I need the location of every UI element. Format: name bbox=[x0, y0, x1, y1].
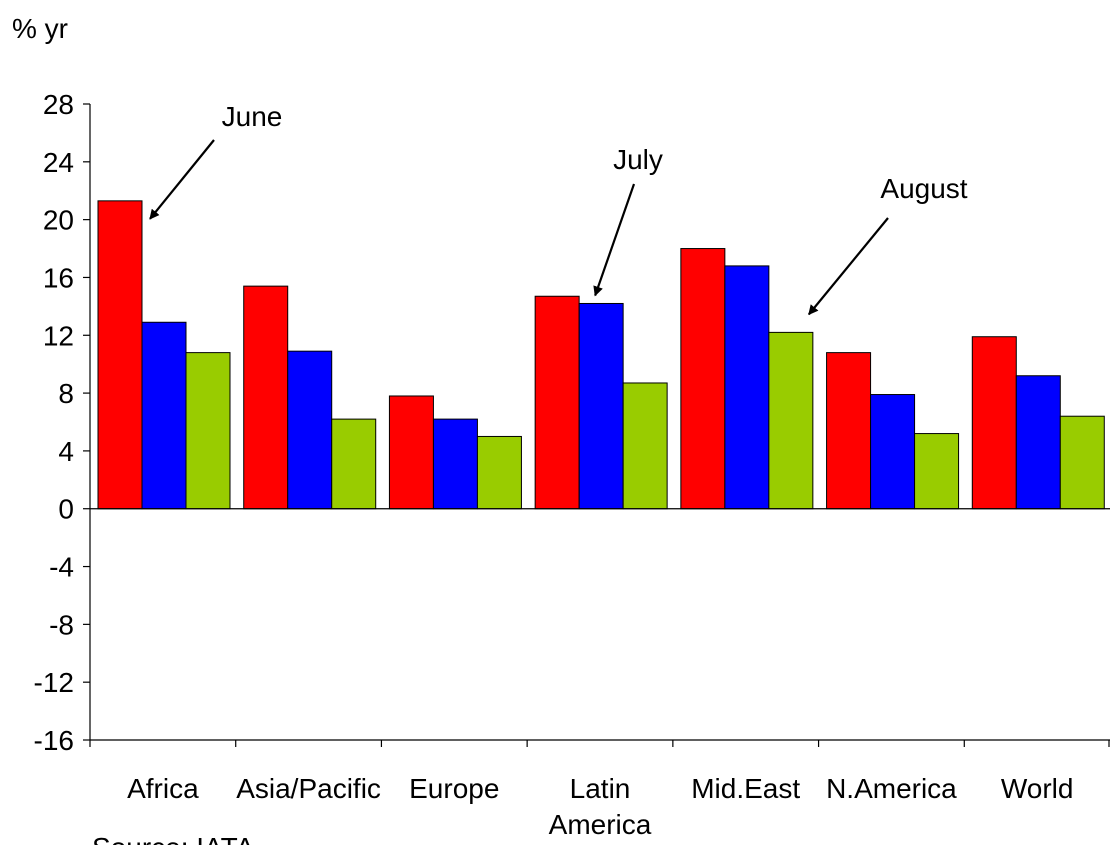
bar-june-3 bbox=[534, 295, 580, 510]
y-tick-label-4: 12 bbox=[43, 320, 74, 351]
bar-july-6 bbox=[1015, 375, 1061, 510]
bar-august-6 bbox=[1059, 415, 1105, 510]
category-label-2: Europe bbox=[409, 773, 499, 804]
category-label-1: Asia/Pacific bbox=[236, 773, 381, 804]
bar-july-2 bbox=[432, 418, 478, 510]
category-label-6: World bbox=[1001, 773, 1074, 804]
y-tick-label-10: -12 bbox=[34, 667, 74, 698]
y-tick-label-7: 0 bbox=[58, 494, 74, 525]
category-label-0: Africa bbox=[127, 773, 199, 804]
y-tick-label-2: 20 bbox=[43, 205, 74, 236]
y-tick-label-9: -8 bbox=[49, 609, 74, 640]
annotation-arrow-august bbox=[808, 217, 889, 316]
annotation-arrow-july bbox=[593, 183, 636, 297]
bar-june-5 bbox=[826, 352, 872, 510]
y-tick-label-6: 4 bbox=[58, 436, 74, 467]
y-tick-label-8: -4 bbox=[49, 552, 74, 583]
annotation-june: June bbox=[222, 101, 283, 132]
y-unit-label: % yr bbox=[12, 13, 68, 44]
annotation-july: July bbox=[613, 144, 663, 175]
annotation-arrow-june bbox=[149, 139, 215, 220]
bar-july-3 bbox=[578, 302, 624, 510]
bar-july-4 bbox=[724, 265, 770, 510]
source-note: Source: IATA bbox=[92, 832, 255, 845]
category-label-4: Mid.East bbox=[691, 773, 800, 804]
bar-july-0 bbox=[141, 321, 187, 510]
bar-june-4 bbox=[680, 248, 726, 510]
y-tick-label-0: 28 bbox=[43, 89, 74, 120]
bar-june-2 bbox=[388, 395, 434, 510]
bar-august-1 bbox=[331, 418, 377, 510]
bar-august-5 bbox=[914, 433, 960, 510]
bar-august-4 bbox=[768, 331, 814, 510]
category-label-5: N.America bbox=[826, 773, 957, 804]
plot-area: 28 24 20 16 12 8 4 0 -4 -8 -12 -16 Africa Asia/Pacifi… bbox=[34, 89, 1110, 840]
y-tick-label-5: 8 bbox=[58, 378, 74, 409]
bar-june-0 bbox=[97, 200, 143, 510]
bar-july-5 bbox=[870, 394, 916, 510]
category-label-3-line1: America bbox=[549, 809, 652, 840]
bar-june-6 bbox=[971, 336, 1017, 510]
bar-june-1 bbox=[243, 285, 289, 510]
bar-august-3 bbox=[622, 382, 668, 510]
bar-august-0 bbox=[185, 352, 231, 510]
bar-august-2 bbox=[476, 435, 522, 510]
y-tick-label-1: 24 bbox=[43, 147, 74, 178]
y-tick-label-3: 16 bbox=[43, 262, 74, 293]
y-tick-label-11: -16 bbox=[34, 725, 74, 756]
annotation-august: August bbox=[880, 173, 967, 204]
bar-july-1 bbox=[287, 350, 333, 510]
category-label-3: Latin bbox=[570, 773, 631, 804]
